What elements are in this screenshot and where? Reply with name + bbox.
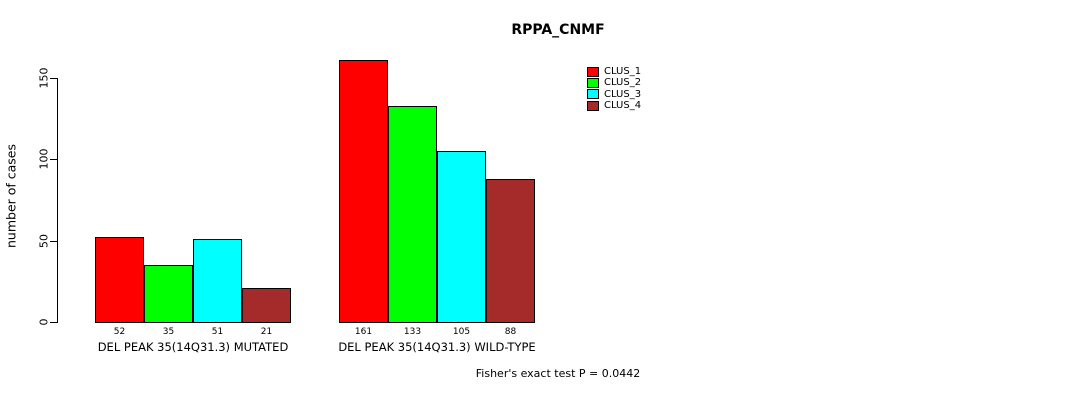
group-label: DEL PEAK 35(14Q31.3) WILD-TYPE: [338, 340, 536, 354]
legend-swatch-clus_2: [587, 77, 599, 88]
bar-clus_1-group2: [339, 60, 388, 323]
chart-title: RPPA_CNMF: [511, 22, 605, 38]
legend-row: CLUS_3: [587, 89, 641, 100]
y-axis-line: [57, 78, 58, 323]
bar-clus_3-group2: [437, 151, 486, 323]
bar-value-label: 133: [403, 327, 422, 337]
y-tick: [50, 240, 57, 242]
bar-value-label: 105: [452, 327, 471, 337]
legend-label: CLUS_4: [604, 99, 642, 111]
legend-label: CLUS_1: [604, 66, 642, 77]
y-tick-label: 0: [37, 318, 51, 326]
legend-swatch-clus_4: [587, 100, 599, 111]
bar-value-label: 52: [113, 327, 126, 337]
bar-value-label: 21: [260, 327, 273, 337]
y-tick-label: 150: [37, 67, 51, 89]
legend: CLUS_1 CLUS_2 CLUS_3 CLUS_4: [587, 66, 641, 111]
bar-clus_3-group1: [193, 239, 242, 323]
legend-label: CLUS_2: [604, 77, 642, 89]
bar-value-label: 88: [504, 327, 517, 337]
legend-row: CLUS_1: [587, 66, 641, 77]
legend-row: CLUS_2: [587, 77, 641, 88]
y-tick: [50, 322, 57, 323]
bar-clus_1-group1: [95, 237, 144, 323]
bar-clus_4-group2: [486, 178, 535, 323]
legend-label: CLUS_3: [604, 88, 642, 100]
bar-clus_2-group1: [144, 265, 193, 323]
legend-swatch-clus_3: [587, 89, 599, 100]
legend-row: CLUS_4: [587, 100, 641, 111]
y-tick-label: 100: [37, 148, 51, 170]
bar-value-label: 161: [354, 327, 373, 337]
y-tick: [50, 78, 57, 79]
y-tick: [50, 159, 57, 161]
fisher-test-note: Fisher's exact test P = 0.0442: [475, 367, 641, 380]
legend-swatch-clus_1: [587, 66, 599, 77]
group-label: DEL PEAK 35(14Q31.3) MUTATED: [97, 340, 289, 354]
y-axis-title: number of cases: [3, 143, 19, 249]
y-tick-label: 50: [37, 233, 51, 248]
bar-clus_4-group1: [242, 287, 291, 323]
bar-clus_2-group2: [388, 105, 437, 323]
bar-value-label: 35: [162, 327, 175, 337]
bar-value-label: 51: [211, 327, 224, 337]
